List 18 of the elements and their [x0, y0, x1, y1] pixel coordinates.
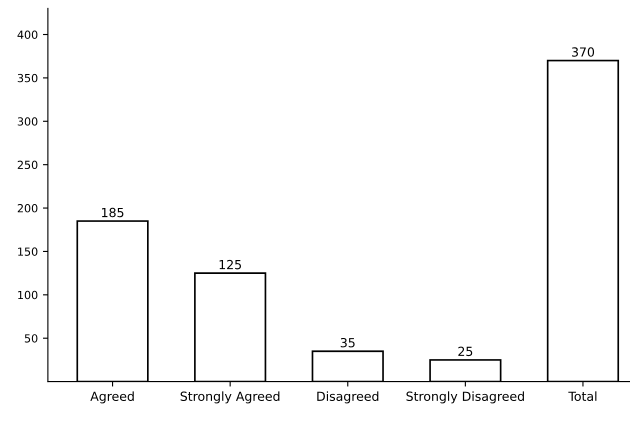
x-tick-label: Disagreed	[317, 391, 378, 404]
data-label: 125	[220, 260, 241, 270]
y-tick-label: 400	[17, 30, 38, 39]
data-label: 370	[572, 47, 594, 57]
y-tick-label: 350	[18, 74, 38, 82]
y-tick-label: 300	[18, 117, 38, 126]
data-label: 25	[458, 346, 472, 356]
y-tick-label: 200	[18, 204, 38, 212]
y-tick-label: 150	[18, 247, 38, 256]
x-tick-label: Strongly Agreed	[180, 391, 280, 404]
data-label: 35	[340, 338, 355, 348]
y-tick-label: 100	[18, 290, 38, 300]
data-label: 185	[102, 208, 124, 218]
y-tick-label: 250	[18, 160, 38, 170]
x-tick-label: Total	[568, 391, 596, 401]
y-tick-label: 50	[24, 334, 38, 343]
x-tick-label: Agreed	[90, 391, 134, 404]
x-tick-label: Strongly Disagreed	[406, 391, 524, 404]
